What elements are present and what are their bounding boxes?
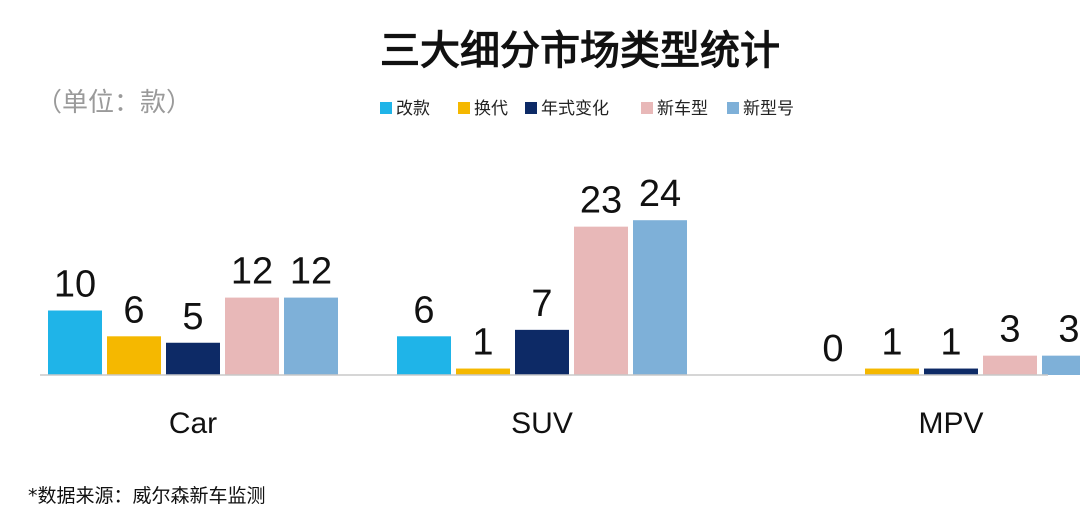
data-label-mpv-2: 1 [940, 322, 961, 364]
source-note: *数据来源：威尔森新车监测 [28, 485, 266, 507]
data-label-suv-0: 6 [413, 289, 434, 331]
bar-car-2 [166, 342, 220, 375]
bar-suv-2 [515, 329, 569, 375]
bar-suv-0 [397, 336, 451, 375]
data-label-car-2: 5 [182, 296, 203, 338]
bar-suv-4 [633, 220, 687, 375]
bar-suv-1 [456, 368, 510, 375]
legend-label-2: 年式变化 [541, 99, 609, 119]
data-label-suv-1: 1 [472, 322, 493, 364]
data-label-suv-3: 23 [580, 180, 622, 222]
legend-label-4: 新型号 [743, 99, 794, 119]
category-label-suv: SUV [511, 407, 573, 440]
data-label-mpv-1: 1 [881, 322, 902, 364]
legend-label-0: 改款 [396, 99, 430, 119]
bar-suv-3 [574, 226, 628, 375]
legend-swatch-1 [458, 102, 470, 114]
data-label-mpv-4: 3 [1058, 309, 1079, 351]
unit-note: （单位：款） [36, 88, 192, 118]
bar-mpv-4 [1042, 355, 1080, 375]
data-label-car-3: 12 [231, 251, 273, 293]
legend-swatch-2 [525, 102, 537, 114]
category-label-mpv: MPV [918, 407, 983, 440]
data-label-car-1: 6 [123, 289, 144, 331]
bar-mpv-3 [983, 355, 1037, 375]
data-label-car-0: 10 [54, 264, 96, 306]
data-label-mpv-0: 0 [822, 328, 843, 370]
category-labels: Car SUV MPV [169, 407, 984, 440]
legend-swatch-0 [380, 102, 392, 114]
data-label-car-4: 12 [290, 251, 332, 293]
bar-car-0 [48, 310, 102, 375]
legend-label-1: 换代 [474, 99, 508, 119]
data-label-suv-4: 24 [639, 173, 681, 215]
data-label-mpv-3: 3 [999, 309, 1020, 351]
bar-car-3 [225, 297, 279, 375]
chart-title: 三大细分市场类型统计 [380, 28, 780, 74]
category-label-car: Car [169, 407, 217, 440]
bar-mpv-1 [865, 368, 919, 375]
bar-car-4 [284, 297, 338, 375]
bar-mpv-2 [924, 368, 978, 375]
legend-label-3: 新车型 [657, 99, 708, 119]
legend: 改款 换代 年式变化 新车型 新型号 [380, 99, 794, 119]
legend-swatch-4 [727, 102, 739, 114]
data-label-suv-2: 7 [531, 283, 552, 325]
bar-car-1 [107, 336, 161, 375]
legend-swatch-3 [641, 102, 653, 114]
